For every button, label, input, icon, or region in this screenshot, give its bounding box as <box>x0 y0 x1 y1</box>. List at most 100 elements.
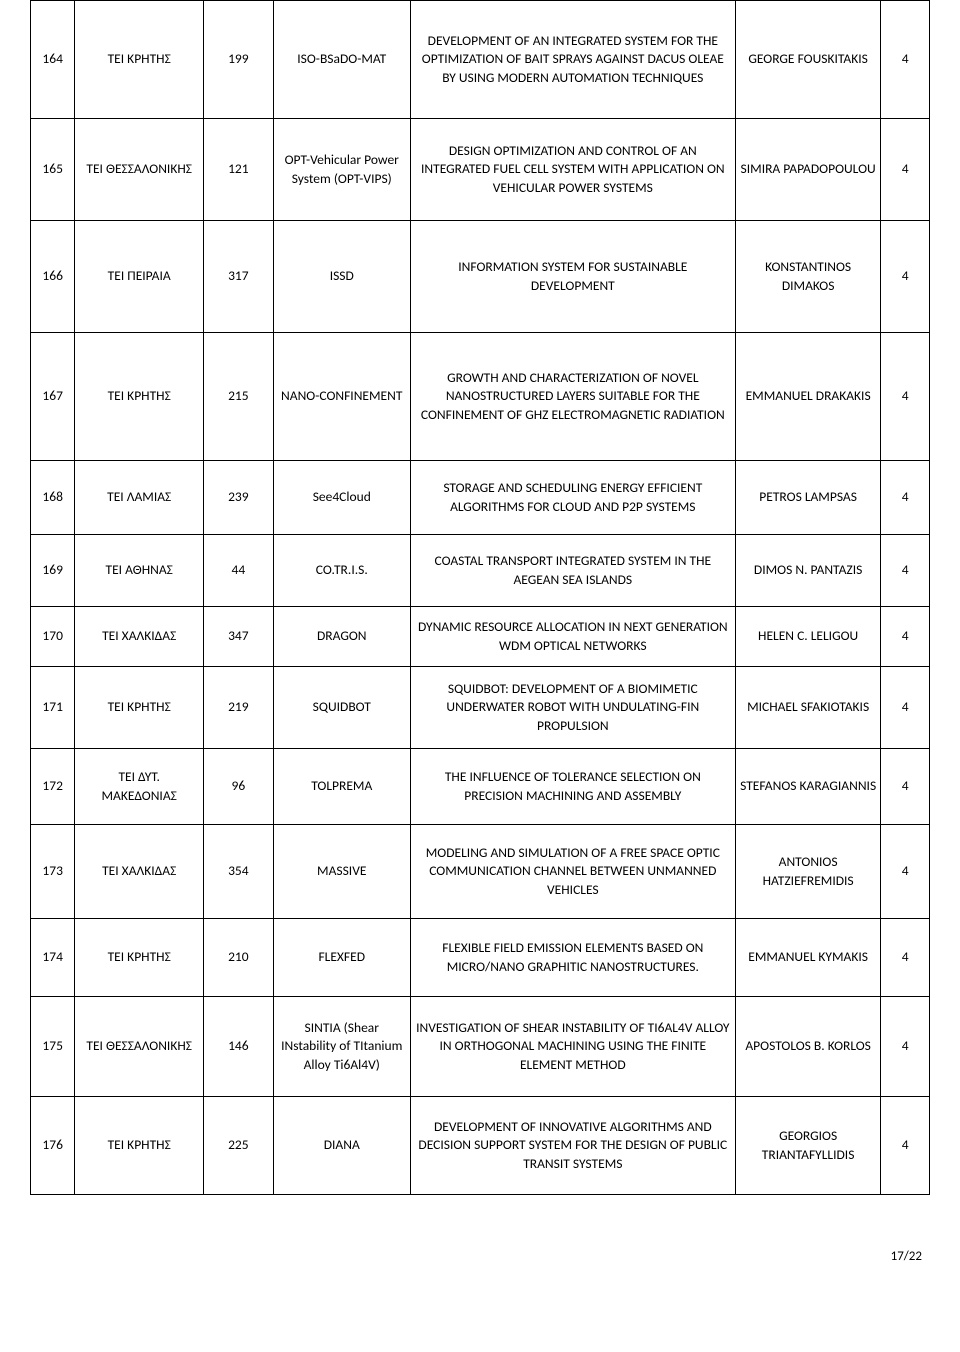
cell-score: 4 <box>881 997 930 1097</box>
cell-acronym: OPT-Vehicular Power System (OPT-VIPS) <box>273 119 410 221</box>
cell-acronym: ISSD <box>273 221 410 333</box>
cell-title: GROWTH AND CHARACTERIZATION OF NOVEL NAN… <box>410 333 735 461</box>
cell-title: SQUIDBOT: DEVELOPMENT OF A BIOMIMETIC UN… <box>410 667 735 749</box>
table-row: 165ΤΕΙ ΘΕΣΣΑΛΟΝΙΚΗΣ121OPT-Vehicular Powe… <box>31 119 930 221</box>
cell-score: 4 <box>881 119 930 221</box>
cell-institution: ΤΕΙ ΚΡΗΤΗΣ <box>75 1 204 119</box>
cell-title: COASTAL TRANSPORT INTEGRATED SYSTEM IN T… <box>410 535 735 607</box>
cell-score: 4 <box>881 607 930 667</box>
cell-num: 173 <box>31 825 75 919</box>
cell-pi: APOSTOLOS B. KORLOS <box>735 997 881 1097</box>
cell-acronym: MASSIVE <box>273 825 410 919</box>
cell-title: INFORMATION SYSTEM FOR SUSTAINABLE DEVEL… <box>410 221 735 333</box>
cell-title: DESIGN OPTIMIZATION AND CONTROL OF AN IN… <box>410 119 735 221</box>
cell-institution: ΤΕΙ ΛΑΜΙΑΣ <box>75 461 204 535</box>
page-footer: 17/22 <box>30 1195 930 1264</box>
cell-code: 219 <box>204 667 274 749</box>
cell-pi: STEFANOS KARAGIANNIS <box>735 749 881 825</box>
cell-score: 4 <box>881 461 930 535</box>
projects-table: 164ΤΕΙ ΚΡΗΤΗΣ199ISO-BSaDO-MATDEVELOPMENT… <box>30 0 930 1195</box>
cell-institution: ΤΕΙ ΚΡΗΤΗΣ <box>75 667 204 749</box>
cell-code: 225 <box>204 1097 274 1195</box>
cell-code: 210 <box>204 919 274 997</box>
table-row: 172ΤΕΙ ΔΥΤ. ΜΑΚΕΔΟΝΙΑΣ96TOLPREMATHE INFL… <box>31 749 930 825</box>
cell-code: 347 <box>204 607 274 667</box>
cell-code: 317 <box>204 221 274 333</box>
cell-institution: ΤΕΙ ΧΑΛΚΙΔΑΣ <box>75 607 204 667</box>
cell-institution: ΤΕΙ ΚΡΗΤΗΣ <box>75 919 204 997</box>
table-row: 169ΤΕΙ ΑΘΗΝΑΣ44CO.TR.I.S.COASTAL TRANSPO… <box>31 535 930 607</box>
cell-score: 4 <box>881 919 930 997</box>
cell-acronym: See4Cloud <box>273 461 410 535</box>
cell-num: 170 <box>31 607 75 667</box>
cell-acronym: CO.TR.I.S. <box>273 535 410 607</box>
cell-pi: HELEN C. LELIGOU <box>735 607 881 667</box>
cell-num: 168 <box>31 461 75 535</box>
cell-pi: EMMANUEL DRAKAKIS <box>735 333 881 461</box>
cell-acronym: SQUIDBOT <box>273 667 410 749</box>
cell-institution: ΤΕΙ ΔΥΤ. ΜΑΚΕΔΟΝΙΑΣ <box>75 749 204 825</box>
cell-acronym: NANO-CONFINEMENT <box>273 333 410 461</box>
cell-acronym: SINTIA (Shear INstability of TItanium Al… <box>273 997 410 1097</box>
cell-code: 146 <box>204 997 274 1097</box>
cell-institution: ΤΕΙ ΑΘΗΝΑΣ <box>75 535 204 607</box>
cell-score: 4 <box>881 333 930 461</box>
table-row: 167ΤΕΙ ΚΡΗΤΗΣ215NANO-CONFINEMENTGROWTH A… <box>31 333 930 461</box>
cell-institution: ΤΕΙ ΠΕΙΡΑΙΑ <box>75 221 204 333</box>
cell-score: 4 <box>881 749 930 825</box>
cell-acronym: ISO-BSaDO-MAT <box>273 1 410 119</box>
cell-num: 171 <box>31 667 75 749</box>
cell-title: STORAGE AND SCHEDULING ENERGY EFFICIENT … <box>410 461 735 535</box>
cell-title: INVESTIGATION OF SHEAR INSTABILITY OF TI… <box>410 997 735 1097</box>
cell-institution: ΤΕΙ ΘΕΣΣΑΛΟΝΙΚΗΣ <box>75 997 204 1097</box>
cell-score: 4 <box>881 221 930 333</box>
cell-code: 199 <box>204 1 274 119</box>
cell-pi: KONSTANTINOS DIMAKOS <box>735 221 881 333</box>
cell-code: 354 <box>204 825 274 919</box>
cell-score: 4 <box>881 1 930 119</box>
cell-code: 121 <box>204 119 274 221</box>
cell-institution: ΤΕΙ ΚΡΗΤΗΣ <box>75 1097 204 1195</box>
cell-title: FLEXIBLE FIELD EMISSION ELEMENTS BASED O… <box>410 919 735 997</box>
cell-pi: GEORGIOS TRIANTAFYLLIDIS <box>735 1097 881 1195</box>
table-row: 166ΤΕΙ ΠΕΙΡΑΙΑ317ISSDINFORMATION SYSTEM … <box>31 221 930 333</box>
cell-code: 44 <box>204 535 274 607</box>
cell-acronym: FLEXFED <box>273 919 410 997</box>
cell-pi: MICHAEL SFAKIOTAKIS <box>735 667 881 749</box>
cell-pi: GEORGE FOUSKITAKIS <box>735 1 881 119</box>
cell-num: 167 <box>31 333 75 461</box>
table-row: 176ΤΕΙ ΚΡΗΤΗΣ225DIANADEVELOPMENT OF INNO… <box>31 1097 930 1195</box>
cell-num: 166 <box>31 221 75 333</box>
cell-title: DEVELOPMENT OF AN INTEGRATED SYSTEM FOR … <box>410 1 735 119</box>
cell-num: 174 <box>31 919 75 997</box>
cell-num: 169 <box>31 535 75 607</box>
cell-acronym: DIANA <box>273 1097 410 1195</box>
cell-institution: ΤΕΙ ΧΑΛΚΙΔΑΣ <box>75 825 204 919</box>
cell-title: MODELING AND SIMULATION OF A FREE SPACE … <box>410 825 735 919</box>
page-container: 164ΤΕΙ ΚΡΗΤΗΣ199ISO-BSaDO-MATDEVELOPMENT… <box>0 0 960 1294</box>
cell-acronym: TOLPREMA <box>273 749 410 825</box>
cell-pi: DIMOS N. PANTAZIS <box>735 535 881 607</box>
table-row: 171ΤΕΙ ΚΡΗΤΗΣ219SQUIDBOTSQUIDBOT: DEVELO… <box>31 667 930 749</box>
cell-score: 4 <box>881 825 930 919</box>
table-row: 173ΤΕΙ ΧΑΛΚΙΔΑΣ354MASSIVEMODELING AND SI… <box>31 825 930 919</box>
cell-code: 96 <box>204 749 274 825</box>
cell-score: 4 <box>881 1097 930 1195</box>
cell-code: 215 <box>204 333 274 461</box>
cell-num: 172 <box>31 749 75 825</box>
cell-pi: PETROS LAMPSAS <box>735 461 881 535</box>
table-row: 168ΤΕΙ ΛΑΜΙΑΣ239See4CloudSTORAGE AND SCH… <box>31 461 930 535</box>
cell-num: 164 <box>31 1 75 119</box>
cell-pi: EMMANUEL KYMAKIS <box>735 919 881 997</box>
cell-code: 239 <box>204 461 274 535</box>
cell-title: DEVELOPMENT OF INNOVATIVE ALGORITHMS AND… <box>410 1097 735 1195</box>
table-row: 170ΤΕΙ ΧΑΛΚΙΔΑΣ347DRAGONDYNAMIC RESOURCE… <box>31 607 930 667</box>
cell-institution: ΤΕΙ ΘΕΣΣΑΛΟΝΙΚΗΣ <box>75 119 204 221</box>
cell-pi: ANTONIOS HATZIEFREMIDIS <box>735 825 881 919</box>
table-row: 164ΤΕΙ ΚΡΗΤΗΣ199ISO-BSaDO-MATDEVELOPMENT… <box>31 1 930 119</box>
cell-num: 175 <box>31 997 75 1097</box>
table-row: 175ΤΕΙ ΘΕΣΣΑΛΟΝΙΚΗΣ146SINTIA (Shear INst… <box>31 997 930 1097</box>
cell-score: 4 <box>881 667 930 749</box>
cell-title: THE INFLUENCE OF TOLERANCE SELECTION ON … <box>410 749 735 825</box>
cell-score: 4 <box>881 535 930 607</box>
